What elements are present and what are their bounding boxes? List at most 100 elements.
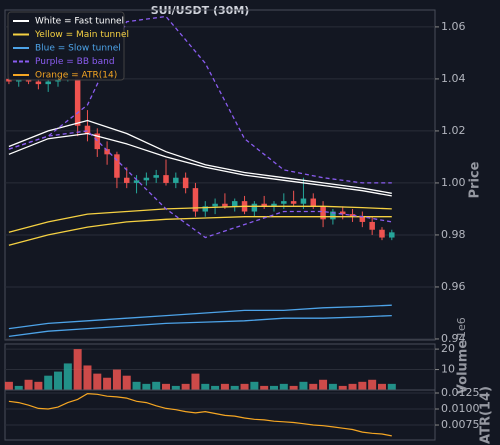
tunnel-line [8, 130, 392, 239]
legend: White = Fast tunnel Yellow = Main tunnel B… [7, 11, 129, 81]
volume-bar [63, 363, 72, 390]
candle-body [330, 211, 336, 220]
candle-body [94, 133, 101, 150]
candle-body [339, 211, 346, 215]
volume-bar [368, 379, 377, 390]
volume-bar [14, 385, 23, 390]
y-tick-label: 1.06 [441, 20, 466, 33]
volume-bar [319, 379, 328, 390]
candle-body [389, 232, 395, 238]
candle-body [251, 203, 258, 212]
volume-bar [152, 381, 161, 390]
candle-body [173, 177, 179, 183]
panel-frame [4, 9, 436, 341]
candle-body [114, 154, 120, 178]
tunnel-line [8, 304, 392, 330]
y-tick-label: 0.96 [441, 280, 466, 293]
volume-bar [309, 383, 318, 390]
volume-bar [112, 369, 121, 390]
volume-bar [44, 375, 53, 390]
volume-bar [122, 375, 131, 390]
candle-body [222, 203, 228, 207]
volume-bar [348, 383, 357, 390]
volume-bar [171, 385, 180, 390]
candle-body [35, 81, 42, 85]
volume-bar [34, 381, 43, 390]
candle-body [6, 78, 12, 82]
volume-bar [162, 383, 171, 390]
legend-label: Purple = BB band [35, 57, 115, 67]
tunnel-line [8, 119, 392, 194]
volume-bar [83, 365, 92, 390]
y-tick-label: 0.98 [441, 228, 466, 241]
y-tick-label: 1.00 [441, 176, 466, 189]
legend-label: Blue = Slow tunnel [35, 44, 121, 54]
candle-body [349, 214, 356, 217]
candle-body [74, 71, 81, 126]
volume-bar [377, 383, 386, 390]
atr-line [8, 392, 392, 437]
candle-body [202, 206, 209, 212]
candle-body [290, 201, 297, 204]
candle-body [182, 177, 189, 189]
y-tick-label: 10 [441, 363, 455, 376]
offset-label: 1e6 [455, 317, 468, 338]
candle-body [163, 175, 169, 183]
candle-body [320, 206, 326, 220]
candle-body [231, 201, 238, 207]
candle-body [261, 203, 267, 207]
y-tick-label: 0.0075 [441, 418, 480, 431]
volume-bar [201, 383, 210, 390]
candle-body [300, 198, 307, 204]
volume-bar [132, 381, 141, 390]
y-axis-label: ATR(14) [479, 386, 494, 444]
volume-bar [387, 383, 396, 390]
y-tick-label: 0.94 [441, 332, 466, 345]
candle-body [143, 177, 150, 181]
tunnel-line [8, 314, 392, 338]
y-axis-label: Price [468, 161, 483, 198]
candle-body [212, 203, 218, 207]
legend-box [7, 11, 125, 81]
tunnel-line [8, 205, 392, 233]
volume-bar [54, 371, 63, 390]
candle-body [271, 203, 277, 207]
volume-bar [250, 381, 259, 390]
legend-label: Yellow = Main tunnel [34, 30, 129, 40]
candle-body [123, 177, 130, 183]
candle-body [192, 188, 199, 212]
volume-bar [142, 383, 151, 390]
candle-body [153, 175, 159, 178]
candle-body [133, 180, 140, 183]
tunnel-line [8, 132, 392, 197]
y-tick-label: 1.04 [441, 72, 466, 85]
candle-body [359, 216, 366, 222]
legend-label: White = Fast tunnel [35, 17, 124, 27]
volume-bar [260, 385, 269, 390]
volume-bar [328, 383, 337, 390]
volume-bar [4, 381, 13, 390]
candle-body [45, 81, 51, 85]
volume-bar [24, 379, 33, 390]
volume-bar [220, 383, 229, 390]
legend-label: Orange = ATR(14) [35, 71, 117, 81]
candle-body [281, 201, 287, 204]
volume-bar [93, 373, 102, 390]
volume-bar [103, 377, 112, 390]
volume-bar [240, 383, 249, 390]
candle-body [104, 149, 110, 155]
volume-bar [289, 385, 298, 390]
volume-bar [358, 381, 367, 390]
volume-bar [73, 349, 82, 390]
candle-body [369, 221, 375, 230]
y-tick-label: 0.0125 [441, 386, 480, 399]
y-tick-label: 20 [441, 342, 455, 355]
candle-body [84, 125, 91, 134]
y-tick-label: 1.02 [441, 124, 466, 137]
volume-bar [269, 385, 278, 390]
volume-bar [181, 383, 190, 390]
tunnel-line [8, 15, 392, 184]
volume-bar [230, 385, 239, 390]
y-tick-label: 0.0100 [441, 402, 480, 415]
